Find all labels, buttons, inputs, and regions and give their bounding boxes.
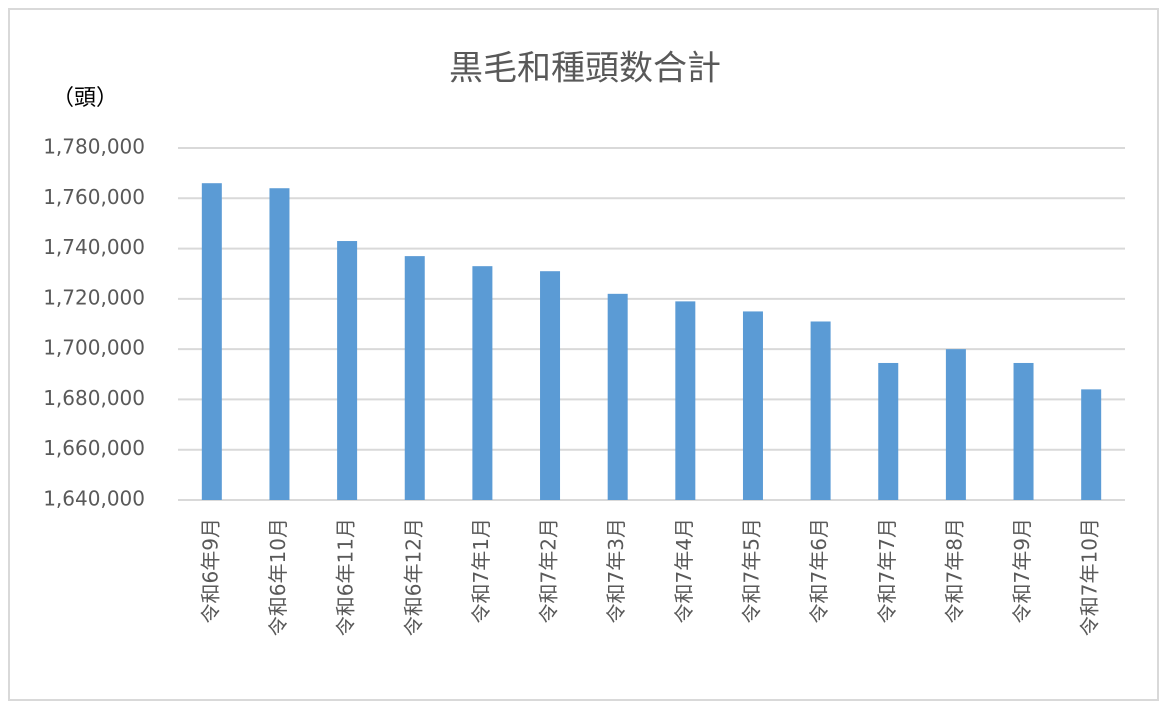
x-tick-label: 令和7年5月 [739, 518, 763, 623]
chart-title: 黒毛和種頭数合計 [449, 49, 721, 89]
bar [945, 349, 966, 500]
bar [1013, 362, 1034, 500]
x-tick-label: 令和6年11月 [334, 518, 358, 636]
y-tick-label: 1,680,000 [43, 386, 145, 410]
bar [337, 241, 358, 500]
x-tick-label: 令和7年8月 [942, 518, 966, 623]
y-tick-label: 1,760,000 [43, 185, 145, 209]
y-tick-label: 1,720,000 [43, 285, 145, 309]
x-tick-label: 令和6年12月 [401, 518, 425, 636]
x-tick-label: 令和7年10月 [1078, 518, 1102, 636]
bar [878, 362, 899, 500]
x-tick-label: 令和7年3月 [604, 518, 628, 623]
x-tick-label: 令和6年9月 [198, 518, 222, 623]
y-tick-label: 1,640,000 [43, 487, 145, 511]
bar [540, 271, 561, 500]
bar [269, 188, 290, 500]
bar [201, 183, 222, 500]
bar [404, 256, 425, 500]
chart-border [8, 8, 1159, 701]
x-tick-label: 令和7年9月 [1010, 518, 1034, 623]
x-tick-label: 令和7年2月 [537, 518, 561, 623]
y-tick-label: 1,780,000 [43, 135, 145, 159]
bar [810, 321, 831, 500]
bar [1081, 389, 1102, 500]
bar [472, 266, 493, 500]
bar [742, 311, 763, 500]
x-tick-label: 令和7年6月 [807, 518, 831, 623]
x-tick-label: 令和7年7月 [875, 518, 899, 623]
x-tick-label: 令和7年4月 [672, 518, 696, 623]
x-tick-label: 令和6年10月 [266, 518, 290, 636]
bar [607, 293, 628, 500]
y-axis-label: （頭） [52, 85, 118, 110]
y-tick-label: 1,660,000 [43, 436, 145, 460]
bar [675, 301, 696, 500]
x-tick-label: 令和7年1月 [469, 518, 493, 623]
y-tick-label: 1,740,000 [43, 235, 145, 259]
y-tick-label: 1,700,000 [43, 336, 145, 360]
